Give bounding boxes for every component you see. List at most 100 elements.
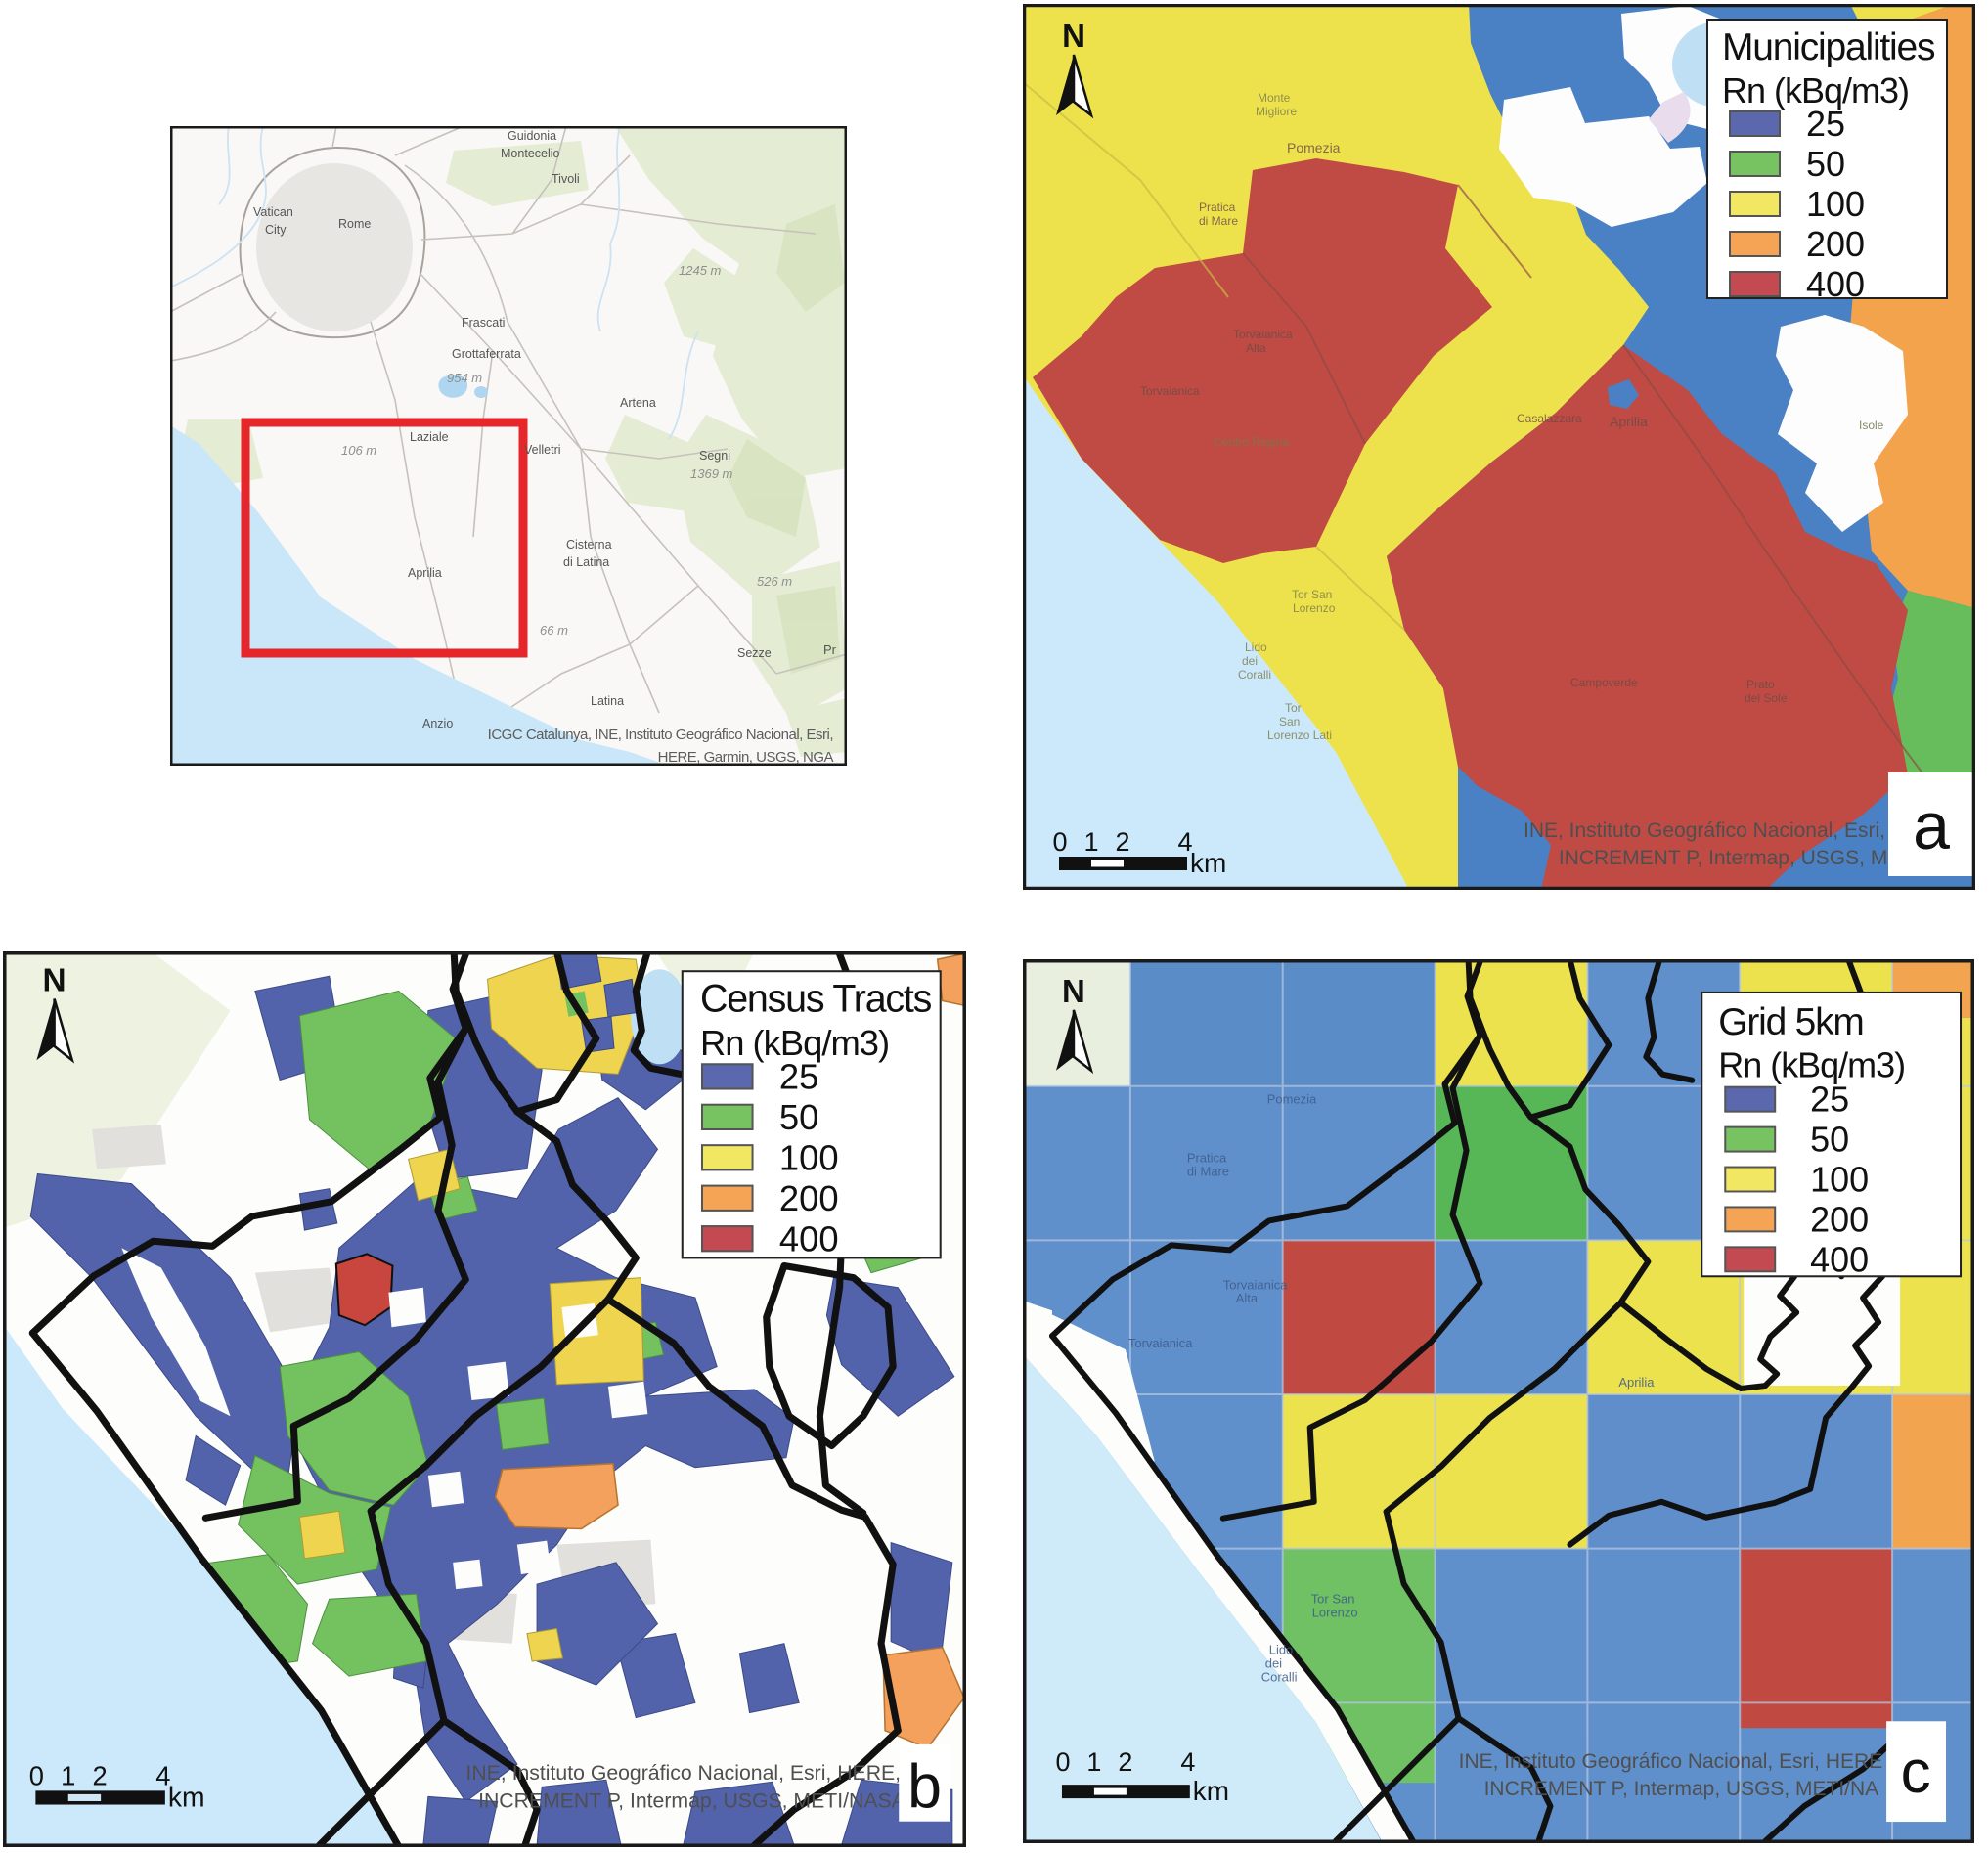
- svg-text:Lido: Lido: [1245, 640, 1267, 654]
- svg-text:a: a: [1913, 789, 1950, 863]
- svg-text:Alta: Alta: [1246, 341, 1266, 355]
- svg-text:N: N: [1062, 973, 1085, 1009]
- svg-text:km: km: [168, 1782, 205, 1813]
- svg-text:Rn (kBq/m3): Rn (kBq/m3): [700, 1023, 889, 1063]
- svg-text:Pomezia: Pomezia: [1287, 140, 1341, 155]
- svg-text:4: 4: [1180, 1747, 1195, 1777]
- svg-text:N: N: [1062, 18, 1085, 54]
- svg-text:200: 200: [1806, 224, 1865, 264]
- svg-text:0: 0: [29, 1760, 44, 1790]
- svg-text:Aprilia: Aprilia: [1610, 414, 1648, 429]
- svg-text:N: N: [43, 962, 66, 998]
- svg-text:2: 2: [93, 1760, 108, 1790]
- svg-text:50: 50: [1806, 144, 1845, 184]
- svg-text:Torvaianica: Torvaianica: [1233, 328, 1293, 341]
- svg-text:Sezze: Sezze: [737, 646, 772, 660]
- svg-text:Monte: Monte: [1258, 91, 1291, 105]
- svg-text:1245 m: 1245 m: [679, 263, 722, 278]
- svg-text:Isole: Isole: [1859, 419, 1884, 432]
- svg-text:Coralli: Coralli: [1238, 668, 1271, 682]
- svg-text:Migliore: Migliore: [1256, 105, 1297, 118]
- svg-text:Vatican: Vatican: [253, 205, 293, 219]
- svg-text:200: 200: [779, 1178, 839, 1218]
- svg-text:25: 25: [779, 1057, 818, 1097]
- svg-text:100: 100: [1806, 184, 1865, 224]
- svg-text:ICGC Catalunya, INE, Instituto: ICGC Catalunya, INE, Instituto Geográfic…: [488, 727, 833, 743]
- svg-text:4: 4: [155, 1760, 170, 1790]
- svg-text:Census Tracts: Census Tracts: [700, 978, 932, 1021]
- svg-text:dei: dei: [1242, 654, 1258, 668]
- svg-text:Campoverde: Campoverde: [1570, 676, 1638, 689]
- svg-text:954 m: 954 m: [447, 371, 482, 385]
- svg-text:Cisterna: Cisterna: [566, 538, 612, 551]
- svg-text:Pratica: Pratica: [1187, 1151, 1227, 1166]
- svg-text:Latina: Latina: [591, 694, 624, 708]
- svg-text:Torvaianica: Torvaianica: [1128, 1336, 1193, 1350]
- svg-text:Anzio: Anzio: [422, 717, 453, 730]
- svg-text:66 m: 66 m: [540, 623, 568, 638]
- svg-text:Guidonia: Guidonia: [508, 129, 556, 143]
- svg-text:Grottaferrata: Grottaferrata: [452, 347, 521, 361]
- svg-text:400: 400: [1810, 1239, 1869, 1279]
- svg-text:Pomezia: Pomezia: [1267, 1092, 1317, 1107]
- svg-text:400: 400: [1806, 264, 1865, 304]
- svg-text:2: 2: [1118, 1747, 1132, 1777]
- svg-text:Aprilia: Aprilia: [1618, 1375, 1655, 1390]
- svg-text:Rome: Rome: [338, 217, 371, 231]
- svg-text:di Latina: di Latina: [563, 555, 609, 569]
- svg-text:INCREMENT P, Intermap, USGS, M: INCREMENT P, Intermap, USGS, METI/NASA, …: [478, 1790, 922, 1813]
- svg-text:San: San: [1279, 715, 1300, 728]
- svg-text:Velletri: Velletri: [524, 443, 561, 457]
- svg-text:Lido: Lido: [1269, 1642, 1294, 1656]
- svg-text:City: City: [265, 223, 287, 237]
- svg-text:Tor: Tor: [1285, 701, 1302, 715]
- svg-text:Tor San: Tor San: [1311, 1592, 1355, 1607]
- svg-text:Centro Regina: Centro Regina: [1214, 435, 1290, 449]
- svg-text:400: 400: [779, 1218, 839, 1258]
- svg-text:1: 1: [1083, 827, 1098, 857]
- svg-text:1: 1: [61, 1760, 75, 1790]
- svg-text:100: 100: [779, 1137, 839, 1177]
- svg-text:Torvaianica: Torvaianica: [1140, 384, 1200, 398]
- svg-text:INCREMENT P, Intermap, USGS, M: INCREMENT P, Intermap, USGS, METI/NA: [1559, 847, 1954, 869]
- svg-text:INE, Instituto Geográfico Naci: INE, Instituto Geográfico Nacional, Esri…: [1459, 1750, 1882, 1773]
- svg-text:2: 2: [1115, 827, 1129, 857]
- svg-text:Segni: Segni: [699, 449, 730, 463]
- svg-text:Pr: Pr: [823, 642, 837, 657]
- svg-text:dei: dei: [1265, 1655, 1282, 1670]
- svg-text:Tivoli: Tivoli: [552, 172, 580, 186]
- svg-text:0: 0: [1052, 827, 1067, 857]
- svg-text:Alta: Alta: [1236, 1291, 1259, 1305]
- svg-text:100: 100: [1810, 1159, 1869, 1199]
- svg-text:Municipalities: Municipalities: [1722, 26, 1935, 68]
- svg-text:Pratica: Pratica: [1199, 200, 1236, 214]
- svg-text:del Sole: del Sole: [1745, 691, 1788, 705]
- svg-text:Frascati: Frascati: [462, 316, 505, 330]
- svg-text:km: km: [1190, 848, 1226, 878]
- svg-text:HERE, Garmin, USGS, NGA: HERE, Garmin, USGS, NGA: [658, 749, 834, 766]
- svg-text:Prato: Prato: [1746, 678, 1775, 691]
- svg-text:Torvaianica: Torvaianica: [1223, 1277, 1288, 1292]
- svg-text:Grid 5km: Grid 5km: [1718, 1001, 1863, 1043]
- svg-text:b: b: [907, 1753, 942, 1822]
- svg-text:INE, Instituto Geográfico Naci: INE, Instituto Geográfico Nacional, Esri…: [1524, 819, 1954, 842]
- svg-text:1369 m: 1369 m: [690, 466, 733, 481]
- svg-text:Casalazzara: Casalazzara: [1517, 412, 1582, 425]
- svg-text:526 m: 526 m: [757, 574, 792, 589]
- svg-text:di Mare: di Mare: [1187, 1165, 1229, 1179]
- svg-text:25: 25: [1810, 1080, 1849, 1120]
- svg-text:Artena: Artena: [620, 396, 656, 410]
- svg-text:INCREMENT P, Intermap, USGS, M: INCREMENT P, Intermap, USGS, METI/NA: [1484, 1778, 1879, 1800]
- svg-text:Lorenzo: Lorenzo: [1312, 1606, 1358, 1620]
- svg-text:Lorenzo: Lorenzo: [1293, 601, 1336, 615]
- svg-text:Rn (kBq/m3): Rn (kBq/m3): [1722, 70, 1909, 110]
- svg-text:Montecelio: Montecelio: [501, 147, 559, 160]
- svg-text:Coralli: Coralli: [1261, 1669, 1298, 1684]
- svg-text:Tor San: Tor San: [1292, 588, 1332, 601]
- svg-text:50: 50: [779, 1097, 818, 1137]
- svg-text:Aprilia: Aprilia: [408, 566, 442, 580]
- svg-text:4: 4: [1177, 827, 1192, 857]
- svg-text:Laziale: Laziale: [410, 430, 449, 444]
- svg-text:Lorenzo Lati: Lorenzo Lati: [1267, 728, 1332, 742]
- svg-text:c: c: [1901, 1739, 1931, 1806]
